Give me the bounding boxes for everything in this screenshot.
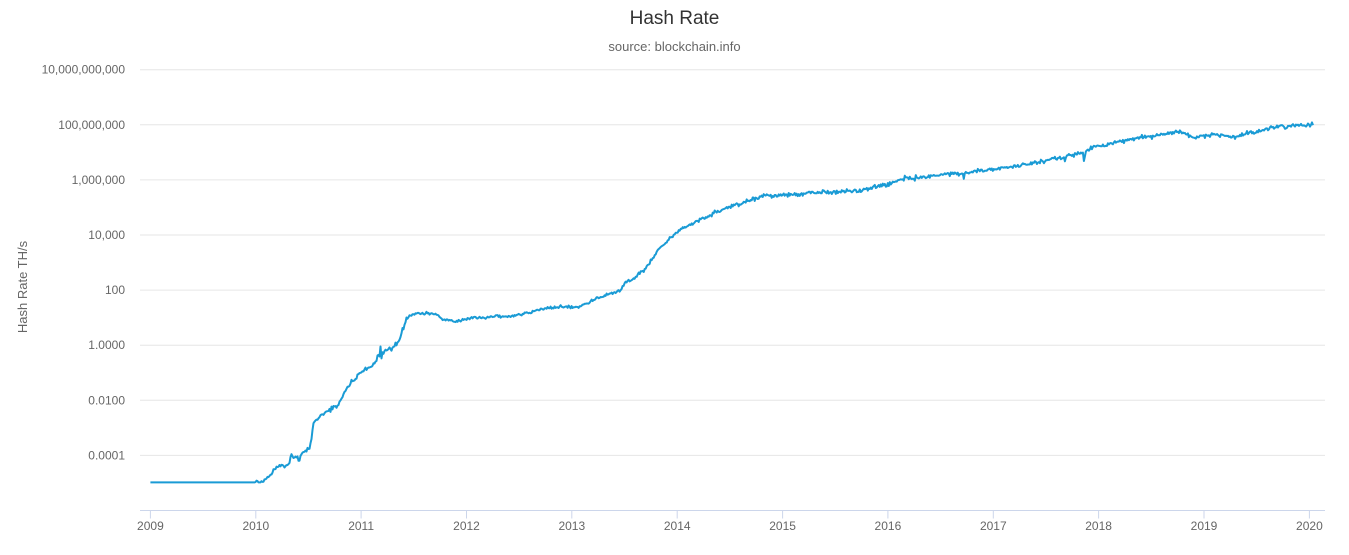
svg-text:2016: 2016 (875, 519, 902, 533)
svg-text:Hash Rate: Hash Rate (630, 8, 720, 29)
svg-text:100: 100 (105, 283, 125, 297)
svg-text:2015: 2015 (769, 519, 796, 533)
svg-text:2013: 2013 (558, 519, 585, 533)
svg-text:2010: 2010 (242, 519, 269, 533)
svg-text:2018: 2018 (1085, 519, 1112, 533)
svg-text:0.0001: 0.0001 (88, 448, 125, 462)
svg-text:2014: 2014 (664, 519, 691, 533)
svg-text:1,000,000: 1,000,000 (72, 173, 126, 187)
svg-text:100,000,000: 100,000,000 (58, 118, 125, 132)
svg-text:2017: 2017 (980, 519, 1007, 533)
svg-text:Hash Rate TH/s: Hash Rate TH/s (15, 240, 30, 333)
svg-text:2009: 2009 (137, 519, 164, 533)
svg-text:1.0000: 1.0000 (88, 338, 125, 352)
svg-text:2011: 2011 (348, 519, 374, 533)
svg-text:2020: 2020 (1296, 519, 1323, 533)
svg-text:10,000,000,000: 10,000,000,000 (42, 63, 126, 77)
svg-text:10,000: 10,000 (88, 228, 125, 242)
svg-text:source: blockchain.info: source: blockchain.info (608, 39, 740, 54)
svg-text:0.0100: 0.0100 (88, 393, 125, 407)
svg-text:2012: 2012 (453, 519, 480, 533)
svg-text:2019: 2019 (1191, 519, 1218, 533)
